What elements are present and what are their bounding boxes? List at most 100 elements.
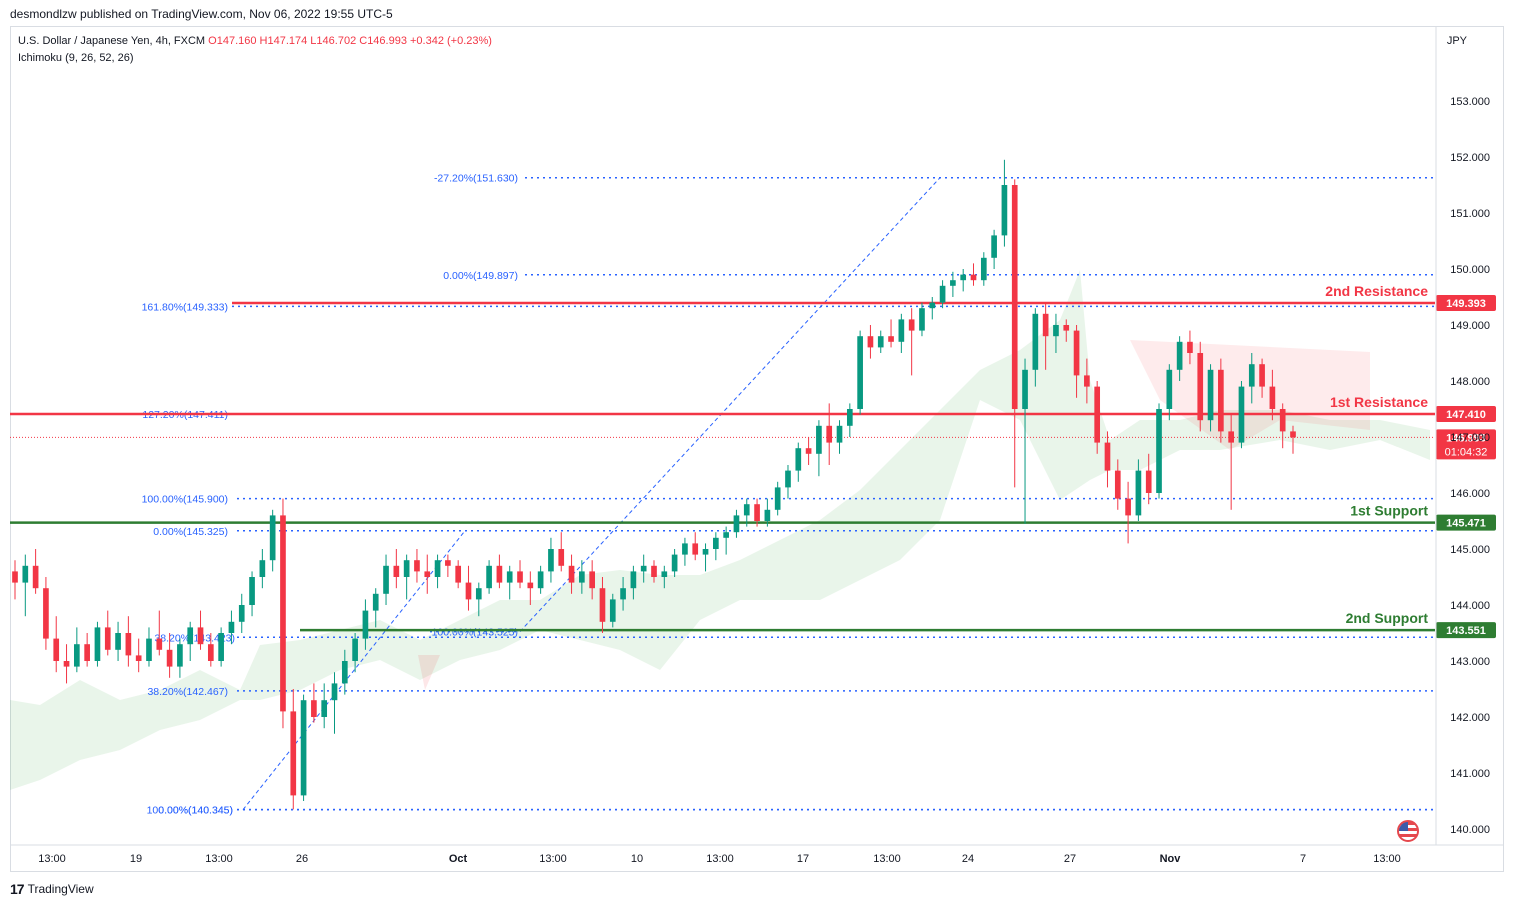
candle [1290,425,1296,454]
fib-trend-line [242,530,466,810]
countdown-label: 01:04:32 [1445,446,1488,458]
candle-body [1114,470,1121,499]
candle [146,627,152,667]
candle [156,610,163,656]
candle-body [393,565,400,577]
y-tick-label: 150.000 [1450,264,1490,276]
candle [115,621,121,661]
candle-body [527,582,534,589]
level-price-label: 147.410 [1446,409,1486,421]
x-tick-label: 7 [1300,853,1306,865]
candle [661,565,668,589]
last-price-label: 146.993 [1446,432,1486,444]
candle-body [692,543,699,555]
candle [599,577,606,633]
candle-body [630,571,637,589]
candle [352,633,358,673]
x-tick-label: 17 [797,853,809,865]
footer[interactable]: 17 TradingView [10,881,94,897]
candle [919,302,925,337]
candle [12,560,18,600]
candle [290,689,297,810]
fib-level-label: 38.20%(142.467) [147,686,228,698]
candle-body [341,661,348,684]
brand-label: TradingView [27,882,94,896]
candle-body [177,644,183,667]
level-price-label: 145.471 [1446,518,1486,530]
candle-body [1022,369,1028,409]
candle-body [1269,386,1276,409]
candle-body [280,515,286,712]
candle [249,571,255,617]
candle [908,308,915,376]
candle-body [115,633,121,650]
candle [445,554,451,577]
candle-body [1187,341,1193,353]
candle [84,633,90,667]
candle-body [702,549,709,555]
candle-body [238,605,245,622]
candle-body [1032,313,1039,370]
candle-body [579,571,585,583]
chart-frame[interactable] [10,26,1504,872]
candle-body [754,504,760,521]
candle-body [568,565,575,583]
x-tick-label: 13:00 [706,853,734,865]
x-tick-label: 13:00 [205,853,233,865]
candle [218,627,224,667]
candle [311,683,317,723]
candle-body [465,582,472,600]
fib-level-label: 100.00%(145.900) [142,494,228,506]
y-tick-label: 153.000 [1450,96,1490,108]
candle-body [43,588,49,639]
y-tick-label: 146.000 [1450,488,1490,500]
candle-body [311,700,317,717]
candle-body [1063,325,1070,331]
level-price-tag [1436,514,1496,531]
y-tick-label: 151.000 [1450,208,1490,220]
us-flag-icon [1397,820,1419,842]
candle-body [867,336,874,348]
candle-body [898,319,905,342]
fib-level-label: 38.20%(143.423) [154,632,235,644]
candle [795,442,802,482]
candles [12,159,1296,810]
y-tick-label: 141.000 [1450,768,1490,780]
level-price-tag [1436,622,1496,639]
level-label: 2nd Support [1346,610,1429,626]
candle-body [1166,369,1173,409]
candle [816,420,822,477]
candle [1032,308,1039,387]
candle-body [785,470,791,488]
candle-body [1228,431,1234,443]
x-tick-label: 19 [130,853,142,865]
candle-body [372,593,379,611]
candle [1156,403,1162,499]
price-axis: 153.000 152.000 151.000 150.000 149.000 148.0… [1435,27,1490,845]
candle [527,571,534,605]
y-tick-label: 147.000 [1450,432,1490,444]
candle [939,280,946,309]
candle [187,621,194,661]
candle [1135,459,1142,521]
indicator-label[interactable]: Ichimoku (9, 26, 52, 26) [18,52,134,64]
candle [651,560,657,583]
candle-body [197,627,204,645]
candle-body [640,565,647,572]
candle-body [795,448,802,471]
x-tick-label: 13:00 [539,853,567,865]
candle [434,554,441,589]
y-tick-label: 143.000 [1450,656,1490,668]
candle-body [991,235,997,258]
candle-body [661,571,668,577]
candle-body [1135,470,1142,516]
candle-body [970,274,977,281]
candle [269,509,276,572]
candle [280,498,286,729]
candle [702,543,709,572]
candle-body [558,549,565,566]
candle [228,610,235,645]
candle-body [1011,185,1018,409]
x-tick-label: Oct [449,853,468,865]
